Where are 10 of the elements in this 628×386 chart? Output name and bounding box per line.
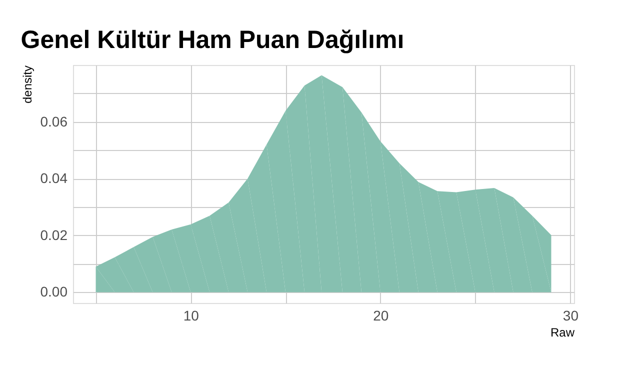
x-axis-title: Raw [550,326,575,340]
y-axis-title: density [20,66,34,104]
chart-title: Genel Kültür Ham Puan Dağılımı [20,26,404,54]
y-tick-label: 0.04 [40,170,68,186]
x-tick-label: 10 [183,308,200,324]
y-tick-label: 0.00 [40,284,68,300]
y-tick-label: 0.02 [40,226,68,243]
y-tick-label: 0.06 [40,113,68,130]
x-tick-label: 30 [562,308,579,324]
x-tick-label: 20 [373,308,389,324]
